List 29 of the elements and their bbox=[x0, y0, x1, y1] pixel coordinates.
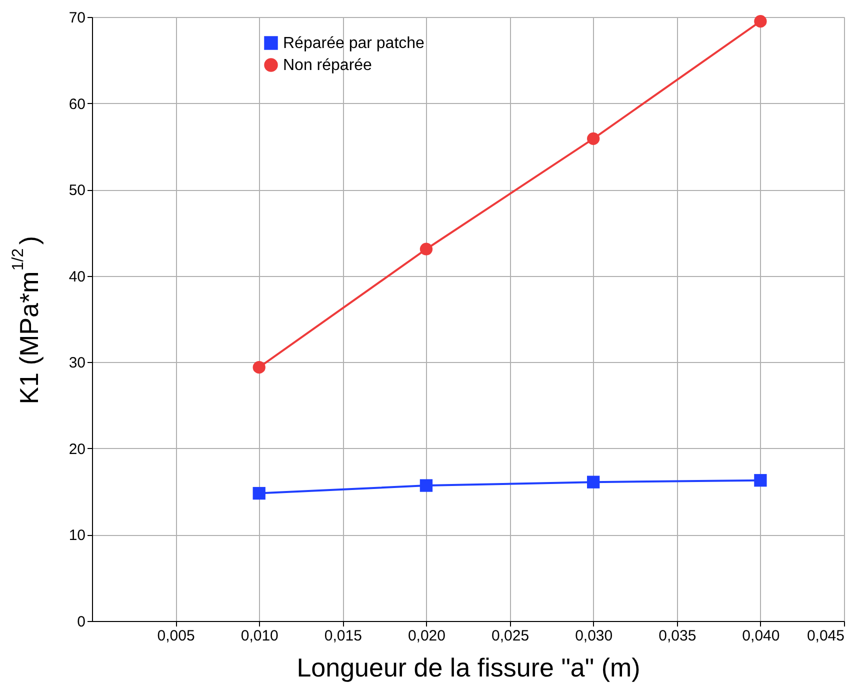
x-tick-label: 0,020 bbox=[408, 628, 446, 644]
point bbox=[252, 361, 266, 374]
point bbox=[754, 15, 767, 28]
x-tick-label: 0,040 bbox=[742, 628, 780, 644]
x-tick-label: 0,010 bbox=[240, 628, 278, 644]
y-tick-label: 50 bbox=[68, 182, 86, 200]
x-axis-title: Longueur de la fissure "a" (m) bbox=[296, 652, 640, 682]
point bbox=[420, 242, 433, 256]
y-tick-label: 10 bbox=[68, 527, 86, 544]
legend-label: Non réparée bbox=[283, 57, 372, 74]
point bbox=[420, 479, 433, 492]
point bbox=[587, 476, 600, 488]
x-tick-label: 0,045 bbox=[806, 628, 844, 644]
y-axis-title: K1 (MPa*m1/2) bbox=[10, 236, 44, 404]
point bbox=[587, 132, 600, 145]
point bbox=[252, 486, 266, 500]
y-tick-label: 40 bbox=[68, 268, 86, 286]
y-tick-label: 30 bbox=[68, 354, 86, 372]
x-tick-label: 0,035 bbox=[658, 628, 696, 644]
y-tick-label: 60 bbox=[68, 96, 86, 113]
y-tick-label: 70 bbox=[68, 10, 86, 26]
x-tick-label: 0,030 bbox=[575, 628, 613, 644]
x-tick-label: 0,005 bbox=[157, 628, 195, 644]
y-tick-label: 0 bbox=[77, 614, 86, 630]
x-tick-label: 0,025 bbox=[492, 628, 530, 644]
x-tick-label: 0,015 bbox=[324, 628, 362, 644]
point bbox=[754, 474, 767, 487]
y-tick-label: 20 bbox=[68, 440, 86, 458]
legend-label: Réparée par patche bbox=[283, 35, 425, 52]
